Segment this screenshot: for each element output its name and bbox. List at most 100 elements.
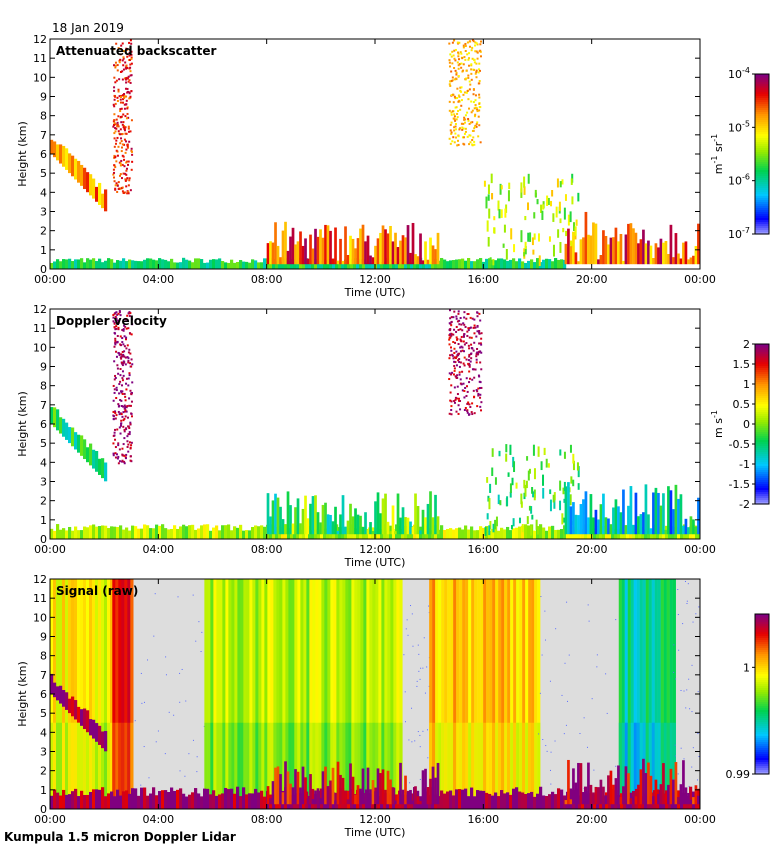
virga-speck [120, 146, 123, 149]
boundary-layer-column [654, 779, 658, 805]
colorbar: 21.510.50-0.5-1-1.5-2m s-1 [710, 338, 770, 511]
surface-layer-column [296, 261, 300, 269]
cloud-column [95, 186, 99, 202]
boundary-layer-column [319, 798, 322, 805]
virga-speck [468, 381, 471, 384]
virga-speck [465, 394, 468, 397]
virga-speck [119, 187, 122, 190]
colorbar-segment [755, 202, 769, 205]
cloud-column [71, 427, 75, 447]
scattered-echo [523, 479, 526, 489]
virga-speck [459, 338, 462, 341]
boundary-layer-column [376, 238, 380, 265]
scattered-echo [528, 505, 531, 511]
virga-speck [126, 445, 129, 448]
noise-column [222, 579, 226, 809]
surface-layer-column [503, 259, 507, 269]
surface-layer-column [212, 527, 216, 539]
surface-layer-column [302, 259, 306, 269]
boundary-layer-column [564, 243, 568, 265]
surface-layer-column [473, 261, 477, 269]
virga-speck [113, 86, 116, 89]
virga-speck [453, 356, 456, 359]
virga-speck [462, 334, 465, 337]
scattered-echo [536, 199, 539, 205]
virga-speck [128, 79, 131, 82]
surface-layer-column [347, 262, 351, 269]
virga-speck [125, 167, 128, 170]
virga-speck [122, 411, 125, 414]
boundary-layer-column [622, 786, 625, 805]
colorbar-segment [755, 118, 769, 121]
boundary-layer-column [401, 507, 405, 535]
virga-speck [478, 329, 481, 332]
scattered-echo [513, 461, 516, 473]
surface-layer-column [125, 790, 129, 809]
virga-speck [127, 377, 130, 380]
scattered-echo [513, 244, 516, 253]
surface-layer-column [311, 788, 315, 809]
noise-speck [685, 707, 687, 709]
virga-speck [463, 389, 466, 392]
boundary-layer-column [339, 774, 342, 805]
virga-speck [454, 122, 457, 125]
surface-layer-column [530, 259, 534, 269]
virga-speck [463, 409, 466, 412]
virga-speck [121, 379, 124, 382]
noise-column [651, 579, 655, 809]
noise-speck [418, 670, 420, 672]
noise-column-lower [86, 722, 90, 809]
surface-layer-column [371, 262, 375, 269]
surface-layer-column [128, 793, 132, 809]
virga-speck [114, 428, 117, 431]
virga-speck [473, 68, 476, 71]
panel-title: Doppler velocity [56, 314, 167, 328]
noise-column [666, 579, 670, 809]
noise-column-lower [318, 722, 322, 809]
virga-speck [119, 133, 122, 136]
noise-column [525, 579, 529, 809]
virga-speck [124, 325, 127, 328]
noise-column-lower [438, 722, 442, 809]
virga-speck [470, 63, 473, 66]
boundary-layer-column [579, 239, 583, 265]
y-tick-label: 5 [40, 707, 47, 720]
virga-speck [453, 328, 456, 331]
virga-speck [459, 378, 462, 381]
surface-layer-column [95, 789, 99, 809]
boundary-layer-column [579, 504, 583, 535]
noise-speck [545, 745, 547, 747]
virga-speck [122, 64, 125, 67]
noise-column-lower [477, 722, 481, 809]
surface-layer-column [134, 526, 138, 539]
surface-layer-column [449, 260, 453, 269]
surface-layer-column [83, 794, 87, 809]
surface-layer-column [116, 527, 120, 539]
virga-speck [124, 395, 127, 398]
colorbar-segment [755, 230, 769, 233]
surface-layer-column [383, 261, 387, 269]
virga-speck [123, 430, 126, 433]
virga-speck [114, 187, 117, 190]
virga-speck [448, 322, 451, 325]
virga-speck [117, 444, 120, 447]
cloud-column [101, 731, 105, 749]
noise-column [519, 579, 523, 809]
noise-speck [198, 621, 200, 623]
surface-layer-column [71, 530, 75, 539]
virga-speck [117, 47, 120, 50]
surface-layer-column [410, 262, 414, 269]
virga-speck [119, 424, 122, 427]
boundary-layer-column [426, 259, 430, 265]
virga-speck [453, 400, 456, 403]
virga-speck [113, 94, 116, 97]
boundary-layer-column [419, 801, 422, 805]
boundary-layer-column [386, 770, 390, 805]
noise-column [104, 579, 108, 809]
virga-speck [114, 184, 117, 187]
boundary-layer-column [304, 238, 307, 265]
noise-column [258, 579, 262, 809]
virga-speck [125, 99, 128, 102]
virga-speck [130, 168, 133, 171]
boundary-layer-column [614, 227, 618, 265]
